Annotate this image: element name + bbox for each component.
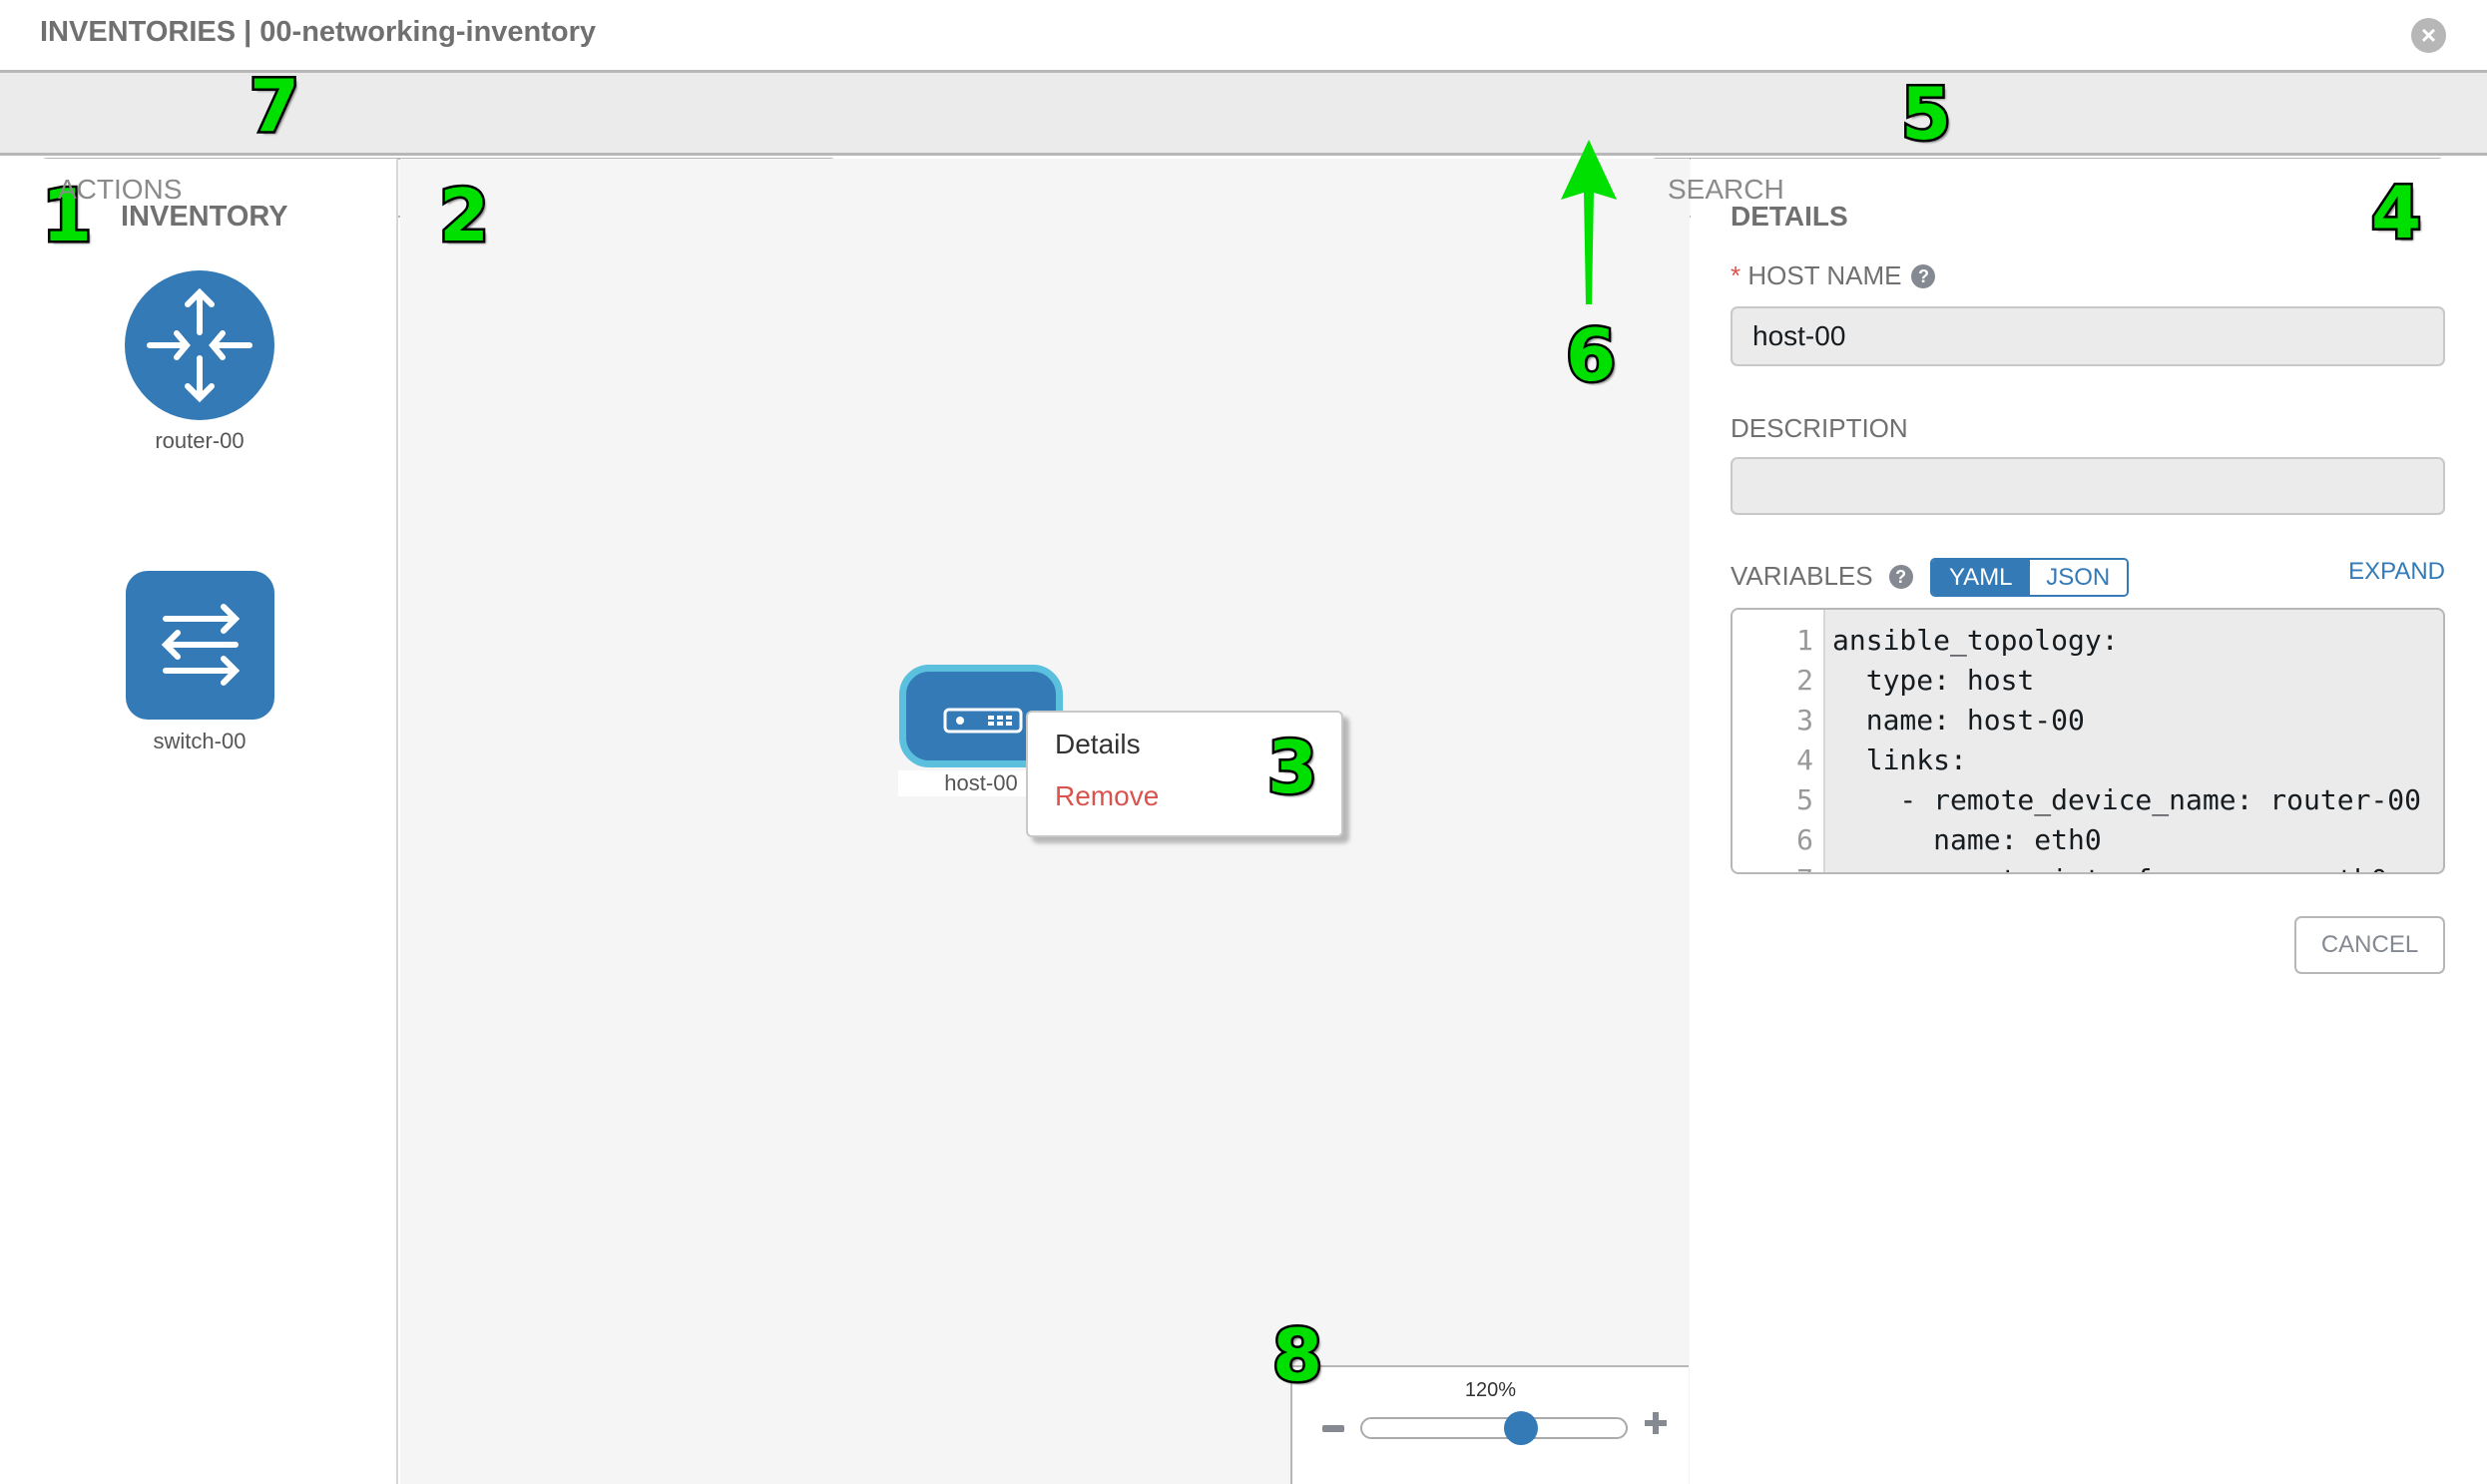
router-label: router-00 — [155, 428, 245, 453]
annotation-arrow-icon — [1561, 140, 1617, 304]
host-name-label-text: HOST NAME — [1747, 260, 1902, 290]
inventory-panel: INVENTORY router-00 switch-00 — [0, 159, 398, 1484]
zoom-slider-thumb[interactable] — [1503, 1411, 1538, 1445]
annotation-2: 2 — [436, 174, 491, 257]
json-toggle[interactable]: JSON — [2029, 560, 2127, 595]
format-toggle: YAML JSON — [1930, 558, 2129, 597]
variables-label-text: VARIABLES — [1731, 561, 1873, 591]
search-placeholder: SEARCH — [1668, 174, 1784, 205]
host-name-input[interactable]: host-00 — [1731, 306, 2445, 366]
required-mark: * — [1731, 260, 1741, 290]
line-number: 5 — [1796, 783, 1813, 816]
variables-editor[interactable]: 1 2 3 4 5 6 7 ansible_topology: type: host nam… — [1731, 608, 2445, 874]
code-line: remote_interface_name: eth0 — [1832, 863, 2387, 872]
actions-placeholder: ACTIONS — [58, 174, 183, 205]
details-title: DETAILS — [1731, 201, 1848, 232]
annotation-4: 4 — [2368, 171, 2423, 254]
line-number: 2 — [1796, 664, 1813, 697]
variables-label: VARIABLES? — [1731, 561, 1913, 592]
expand-link[interactable]: EXPAND — [2348, 558, 2445, 585]
switch-icon — [126, 571, 274, 720]
line-gutter: 1 2 3 4 5 6 7 — [1733, 610, 1825, 872]
server-icon — [943, 708, 1023, 734]
code-line: ansible_topology: — [1832, 624, 2119, 657]
router-icon — [125, 270, 274, 420]
annotation-6: 6 — [1563, 313, 1618, 397]
annotation-7: 7 — [247, 64, 301, 148]
details-panel: DETAILS * HOST NAME? host-00 DESCRIPTION… — [1691, 159, 2487, 1484]
line-number: 6 — [1796, 823, 1813, 856]
description-input[interactable] — [1731, 457, 2445, 515]
code-line: name: eth0 — [1832, 823, 2102, 856]
annotation-3: 3 — [1264, 726, 1319, 809]
code-line: type: host — [1832, 664, 2035, 697]
cancel-button[interactable]: CANCEL — [2294, 916, 2445, 974]
code-line: name: host-00 — [1832, 704, 2085, 737]
topology-canvas[interactable]: host-00 Details Remove 120% — [400, 159, 1690, 1484]
title-bar: INVENTORIES | 00-networking-inventory × — [0, 0, 2487, 73]
switch-label: switch-00 — [153, 729, 247, 753]
inventory-item-router[interactable]: router-00 — [50, 270, 349, 453]
zoom-level: 120% — [1464, 1379, 1517, 1401]
context-menu: Details Remove — [1026, 711, 1343, 837]
annotation-5: 5 — [1898, 72, 1953, 156]
close-circle-icon[interactable]: × — [2411, 18, 2446, 53]
toolbar: ACTIONS SEARCH — [0, 73, 2487, 218]
help-icon[interactable]: ? — [1911, 264, 1936, 288]
annotation-8: 8 — [1269, 1313, 1324, 1397]
zoom-in-icon[interactable] — [1644, 1411, 1668, 1435]
inventory-title: INVENTORY — [121, 201, 288, 233]
inventory-item-switch[interactable]: switch-00 — [50, 571, 349, 753]
context-menu-details[interactable]: Details — [1055, 729, 1141, 759]
zoom-out-icon[interactable] — [1322, 1425, 1344, 1432]
line-number: 7 — [1753, 863, 1813, 872]
page-title: INVENTORIES | 00-networking-inventory — [40, 16, 597, 48]
zoom-slider[interactable] — [1360, 1417, 1628, 1439]
code-line: - remote_device_name: router-00 — [1832, 783, 2422, 816]
help-icon[interactable]: ? — [1888, 565, 1913, 589]
yaml-toggle[interactable]: YAML — [1932, 560, 2030, 595]
line-number: 3 — [1796, 704, 1813, 737]
context-menu-remove[interactable]: Remove — [1055, 780, 1160, 811]
line-number: 4 — [1796, 743, 1813, 776]
host-name-label: * HOST NAME? — [1731, 260, 1936, 291]
code-line: links: — [1832, 743, 1967, 776]
line-number: 1 — [1796, 624, 1813, 657]
zoom-widget: 120% — [1290, 1365, 1689, 1484]
annotation-1: 1 — [39, 174, 94, 257]
description-label: DESCRIPTION — [1731, 413, 1908, 443]
